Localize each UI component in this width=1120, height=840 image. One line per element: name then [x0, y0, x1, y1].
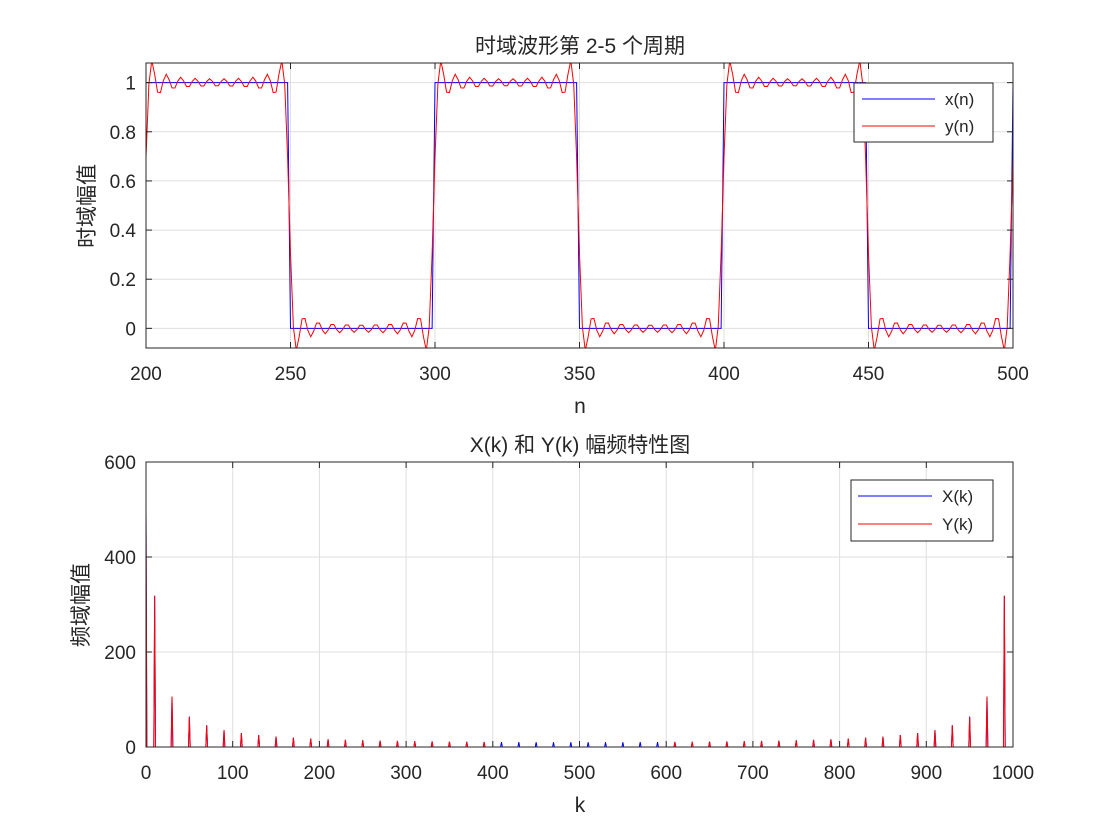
time-y-tick-label: 0.2: [110, 270, 136, 291]
frequency-domain-axes: 0 100 200 300 400 500 600 700 800 900 1000 0 200 400 6…: [70, 434, 1034, 817]
time-x-tick-label: 300: [419, 364, 451, 385]
freq-ticks: 0 100 200 300 400 500 600 700 800 900 1000 0 200 400 6…: [104, 453, 1034, 784]
series-y-n-line: [146, 63, 1013, 348]
time-y-axis-label: 时域幅值: [76, 164, 99, 248]
freq-x-tick-label: 600: [650, 763, 682, 784]
time-x-tick-label: 200: [130, 364, 162, 385]
freq-x-axis-label: k: [575, 794, 586, 817]
time-plot-area: [146, 63, 1013, 348]
freq-legend-label-Y: Y(k): [942, 515, 973, 534]
freq-y-tick-label: 200: [104, 643, 136, 664]
freq-x-tick-label: 500: [564, 763, 596, 784]
freq-y-tick-label: 400: [104, 548, 136, 569]
freq-x-tick-label: 900: [910, 763, 942, 784]
freq-legend-box: [850, 479, 994, 542]
time-x-tick-label: 350: [564, 364, 596, 385]
freq-x-tick-label: 100: [217, 763, 249, 784]
time-chart-title: 时域波形第 2-5 个周期: [475, 35, 685, 58]
time-legend-box: [853, 82, 994, 143]
freq-y-axis-label: 频域幅值: [70, 563, 93, 647]
freq-legend: X(k) Y(k): [850, 479, 994, 542]
time-y-tick-label: 0.6: [110, 172, 136, 193]
freq-x-tick-label: 400: [477, 763, 509, 784]
time-x-tick-label: 500: [997, 364, 1029, 385]
time-legend: x(n) y(n): [853, 82, 994, 143]
time-x-axis-label: n: [574, 395, 586, 418]
freq-y-tick-label: 0: [125, 738, 136, 759]
time-ticks: 200 250 300 350 400 450 500 0 0.2 0.4 0.6 0.8 1: [110, 63, 1029, 385]
series-x-n-line: [146, 82, 1013, 329]
time-x-tick-label: 450: [853, 364, 885, 385]
time-y-tick-label: 1: [125, 74, 136, 95]
freq-x-tick-label: 300: [390, 763, 422, 784]
freq-legend-label-X: X(k): [942, 487, 973, 506]
freq-x-tick-label: 1000: [992, 763, 1034, 784]
time-y-tick-label: 0: [125, 319, 136, 340]
freq-x-tick-label: 700: [737, 763, 769, 784]
freq-x-tick-label: 200: [304, 763, 336, 784]
freq-x-tick-label: 0: [141, 763, 152, 784]
time-y-tick-label: 0.8: [110, 123, 136, 144]
time-domain-axes: 200 250 300 350 400 450 500 0 0.2 0.4 0.6 0.8 1 时域波形…: [76, 35, 1029, 418]
time-y-tick-label: 0.4: [110, 221, 137, 242]
time-legend-label-y: y(n): [945, 117, 974, 136]
freq-x-tick-label: 800: [824, 763, 856, 784]
time-x-tick-label: 400: [708, 364, 740, 385]
time-legend-label-x: x(n): [945, 90, 974, 109]
freq-y-tick-label: 600: [104, 453, 136, 474]
freq-chart-title: X(k) 和 Y(k) 幅频特性图: [470, 434, 691, 457]
time-x-tick-label: 250: [275, 364, 307, 385]
